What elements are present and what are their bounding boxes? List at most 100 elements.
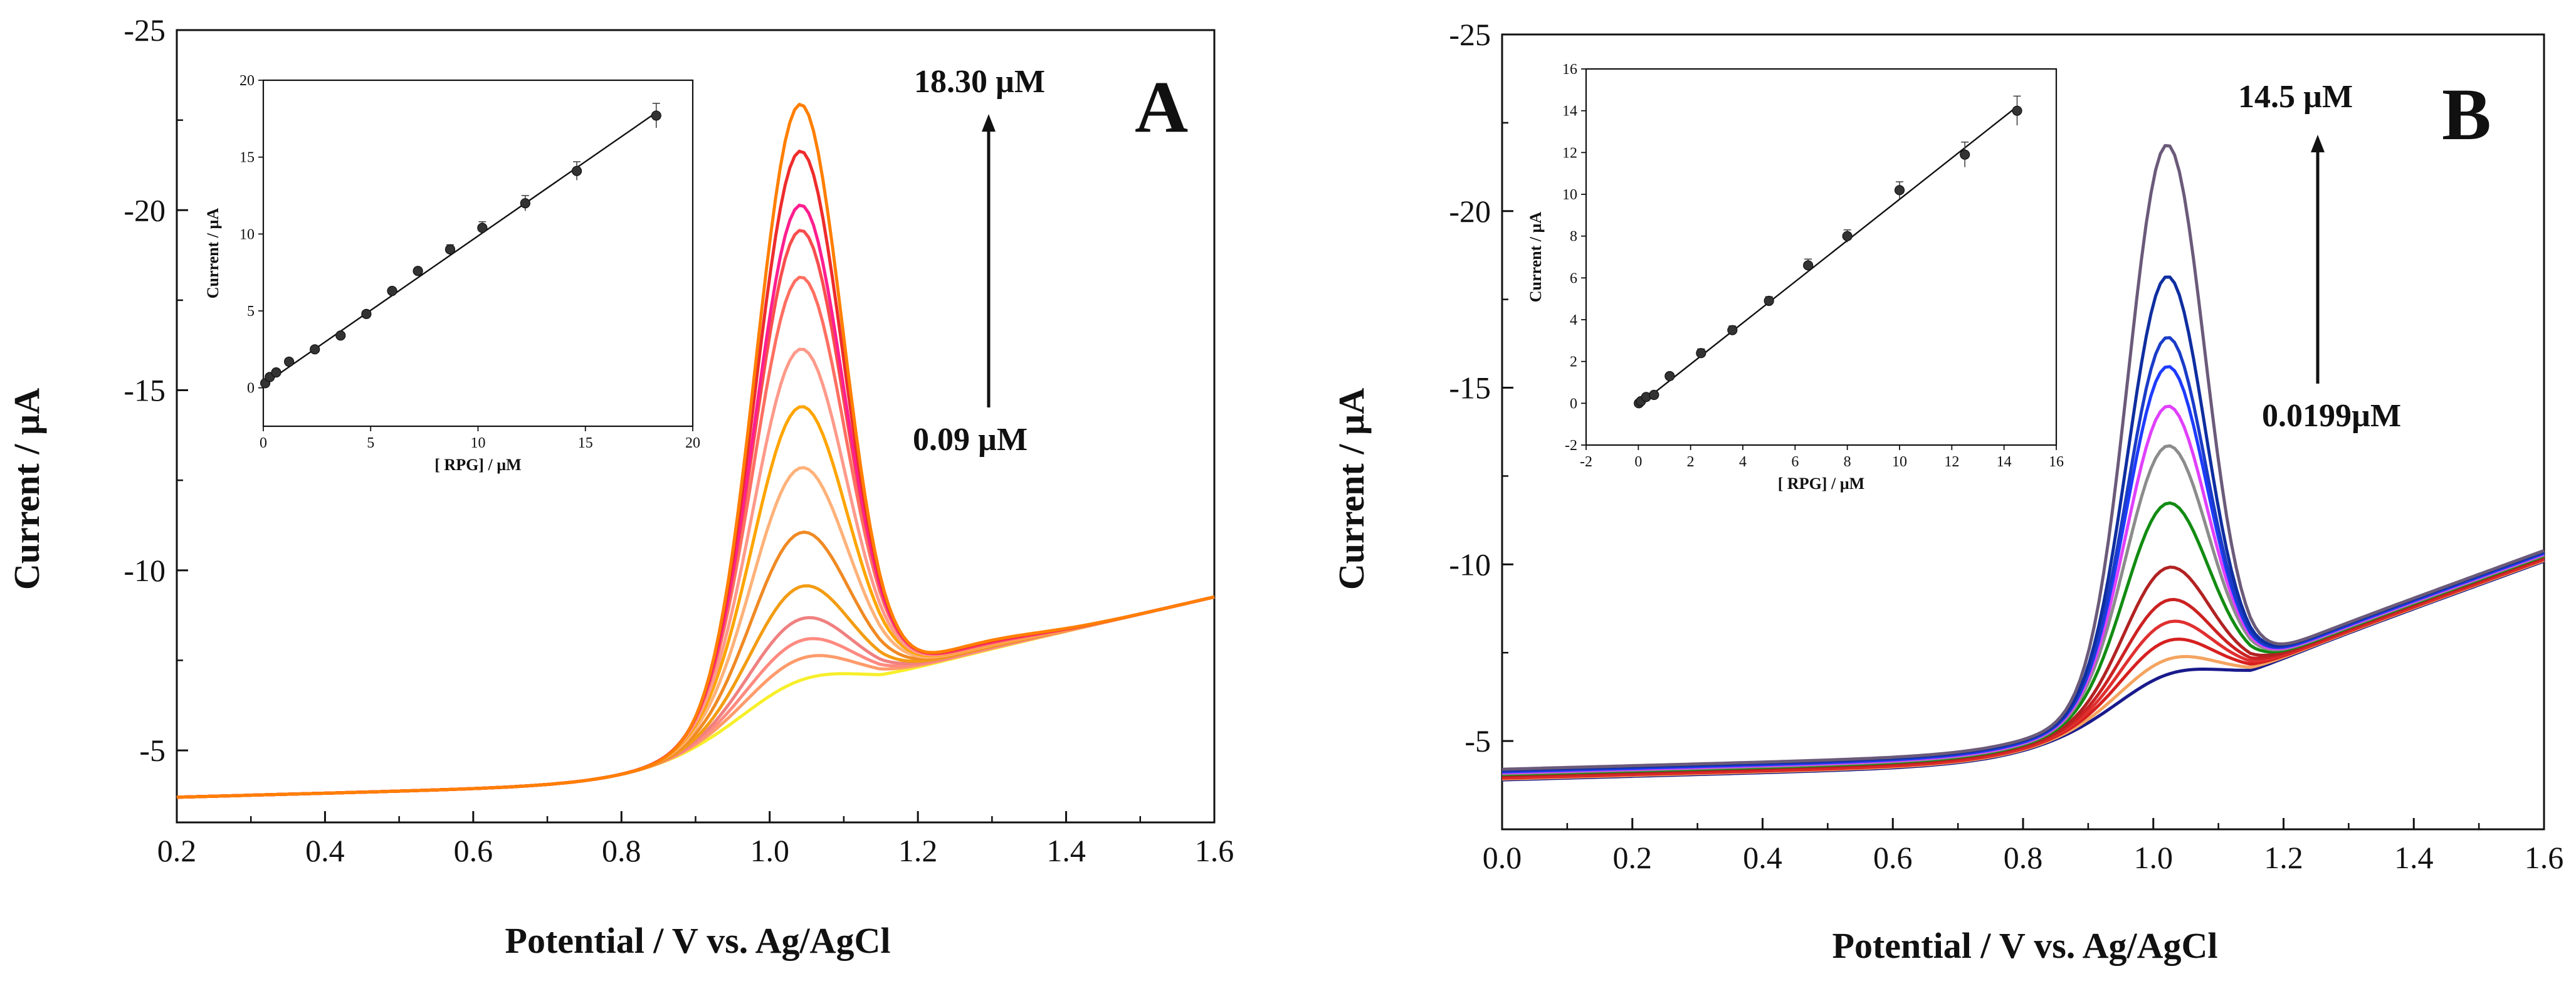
panel-b-inset-x-tick-label: 12 (1944, 454, 1959, 470)
panel-b-inset-y-tick-label: 10 (1562, 187, 1577, 203)
panel-b-curve (1501, 501, 2545, 777)
panel-b-y-tick-label: -10 (1449, 547, 1491, 582)
panel-a-curve (176, 530, 1215, 799)
panel-a-inset-x-tick-label: 20 (685, 435, 700, 451)
panel-a-inset-x-tick-label: 0 (260, 435, 267, 451)
panel-a-annotation-bottom: 0.09 µM (913, 422, 1028, 458)
panel-b-x-tick-label: 1.2 (2264, 840, 2303, 875)
panel-a-curve (176, 595, 1215, 799)
panel-a-x-tick-label: 0.2 (157, 833, 197, 868)
panel-b-x-tick-label: 0.2 (1613, 840, 1653, 875)
panel-a-inset-point (520, 198, 530, 209)
panel-b-x-tick-label: 0.6 (1873, 840, 1913, 875)
panel-b-inset-x-label: [ RPG] / µM (1778, 475, 1864, 493)
panel-b-x-tick-label: 0.4 (1743, 840, 1782, 875)
panel-b-y-tick-label: -5 (1464, 723, 1491, 758)
panel-a-inset-point (361, 308, 372, 320)
panel-b-inset-y-tick-label: 8 (1570, 229, 1577, 245)
panel-a-letter: A (1135, 66, 1188, 148)
panel-a-inset-x-tick-label: 10 (471, 435, 486, 451)
panel-a-curve (176, 595, 1215, 799)
panel-a-inset-point (444, 244, 456, 254)
panel-b-x-tick-label: 0.0 (1483, 840, 1522, 875)
panel-b-inset-x-tick-label: 16 (2049, 454, 2064, 470)
panel-a-y-axis-label: Current / µA (6, 388, 47, 590)
panel-a-arrow-head (982, 114, 996, 132)
panel-b-inset-y-tick-label: 4 (1570, 312, 1577, 328)
panel-b-arrow-head (2311, 135, 2325, 152)
panel-b-letter: B (2442, 73, 2491, 155)
panel-b: Current / µA Potential / V vs. Ag/AgCl B… (1331, 17, 2563, 966)
panel-a-y-tick-label: -5 (139, 733, 166, 768)
panel-a-x-tick-label: 0.4 (305, 833, 345, 868)
panel-b-x-tick-label: 1.6 (2525, 840, 2564, 875)
panel-a-inset-y-tick-label: 5 (247, 303, 255, 320)
panel-b-inset-x-tick-label: 2 (1687, 454, 1695, 470)
panel-a-inset-y-label: Current / µA (204, 208, 222, 299)
panel-b-annotation-bottom: 0.0199µM (2262, 398, 2401, 434)
panel-a-inset-point (271, 367, 281, 378)
panel-b-inset-y-tick-label: 16 (1562, 61, 1577, 78)
panel-b-inset-x-tick-label: 4 (1739, 454, 1747, 470)
panel-a-x-tick-label: 0.8 (602, 833, 641, 868)
panel-a-inset-x-label: [ RPG] / µM (434, 456, 521, 474)
panel-b-inset-x-tick-label: 6 (1791, 454, 1799, 470)
panel-a: Current / µA Potential / V vs. Ag/AgCl A… (6, 13, 1234, 961)
panel-b-inset-point (1764, 295, 1774, 307)
panel-a-y-tick-label: -15 (124, 373, 166, 408)
panel-b-y-tick-label: -15 (1449, 370, 1491, 406)
panel-a-inset-y-tick-label: 20 (239, 73, 255, 89)
panel-a-inset-point (335, 330, 346, 341)
panel-b-inset-point (1842, 231, 1853, 241)
panel-b-inset-point (1664, 370, 1675, 382)
panel-a-y-tick-label: -10 (124, 553, 166, 588)
panel-b-x-axis-label: Potential / V vs. Ag/AgCl (1832, 925, 2218, 966)
panel-b-inset-y-tick-label: 6 (1570, 270, 1577, 286)
panel-a-inset-point (387, 286, 397, 296)
panel-b-inset-point (1803, 260, 1814, 271)
panel-a-y-tick-label: -25 (124, 13, 166, 48)
panel-b-annotation-top: 14.5 µM (2238, 79, 2353, 115)
panel-b-inset-x-tick-label: 8 (1844, 454, 1851, 470)
panel-a-annotation-top: 18.30 µM (914, 64, 1045, 100)
panel-a-inset-point (284, 356, 295, 367)
panel-b-curve (1501, 404, 2545, 775)
panel-a-inset-fit-line (263, 112, 657, 386)
panel-b-y-axis-label: Current / µA (1331, 388, 1372, 590)
panel-a-y-tick-label: -20 (124, 192, 166, 228)
panel-b-inset-y-tick-label: -2 (1565, 438, 1577, 454)
panel-a-inset-y-tick-label: 0 (247, 380, 255, 397)
panel-a-x-axis-label: Potential / V vs. Ag/AgCl (505, 920, 891, 961)
panel-b-inset-frame (1585, 68, 2058, 446)
panel-a-inset-point (651, 110, 661, 121)
panel-a-x-tick-label: 1.4 (1046, 833, 1086, 868)
panel-a-inset-x-tick-label: 15 (578, 435, 593, 451)
panel-b-inset-x-tick-label: 10 (1892, 454, 1907, 470)
panel-a-x-tick-label: 1.0 (750, 833, 789, 868)
panel-b-inset-y-tick-label: 0 (1570, 396, 1577, 412)
panel-b-inset-point (1696, 348, 1706, 359)
panel-a-inset-point (477, 223, 488, 233)
panel-b-inset-point (1960, 149, 1970, 160)
panel-a-curve (176, 584, 1215, 799)
panel-b-inset-x-tick-label: 0 (1634, 454, 1642, 470)
panel-a-inset-y-tick-label: 10 (239, 226, 255, 243)
panel-b-y-tick-label: -20 (1449, 194, 1491, 229)
panel-a-x-tick-label: 0.6 (454, 833, 493, 868)
panel-b-inset-x-tick-label: 14 (1997, 454, 2012, 470)
panel-b-inset-y-tick-label: 12 (1562, 145, 1577, 161)
panel-b-inset-y-label: Current / µA (1527, 212, 1545, 303)
panel-b-inset-y-tick-label: 14 (1562, 103, 1577, 120)
panel-a-inset-x-tick-label: 5 (367, 435, 374, 451)
panel-b-inset-y-tick-label: 2 (1570, 354, 1577, 370)
panel-b-inset-x-tick-label: -2 (1580, 454, 1592, 470)
panel-a-inset-point (413, 266, 423, 276)
panel-b-inset-point (2012, 105, 2022, 116)
panel-a-x-tick-label: 1.2 (898, 833, 938, 868)
panel-b-curve (1501, 144, 2545, 771)
panel-a-x-tick-label: 1.6 (1195, 833, 1234, 868)
panel-a-curve (176, 595, 1215, 799)
panel-a-inset-point (571, 165, 582, 176)
